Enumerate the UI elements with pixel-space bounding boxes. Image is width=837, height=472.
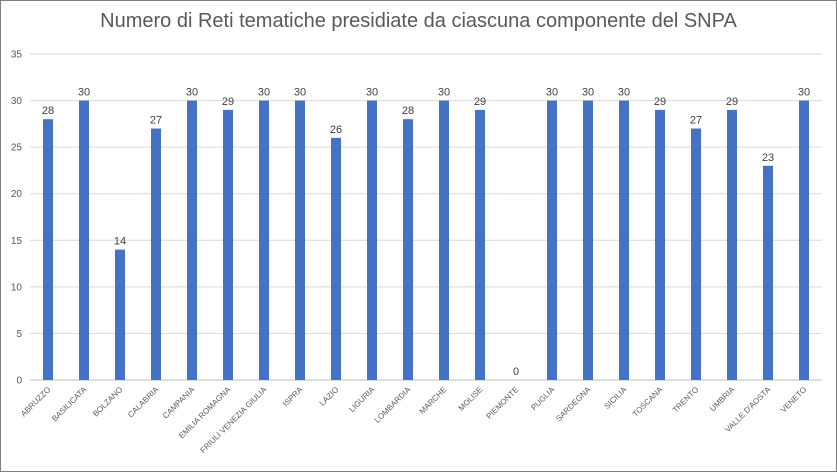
data-label: 28 (42, 105, 54, 117)
x-tick-label: CALABRIA (126, 385, 161, 420)
data-label: 30 (618, 87, 630, 99)
bar (475, 110, 485, 380)
x-tick-label: ABRUZZO (19, 385, 52, 418)
x-tick-label: LAZIO (318, 385, 341, 408)
data-label: 30 (258, 87, 270, 99)
data-label: 27 (690, 115, 702, 127)
data-label: 29 (654, 96, 666, 108)
bar (763, 166, 773, 380)
x-tick-label: MOLISE (457, 385, 485, 413)
data-label: 30 (78, 87, 90, 99)
bar (79, 101, 89, 380)
bar (43, 119, 53, 380)
bar (223, 110, 233, 380)
x-tick-label: SICILIA (603, 385, 629, 411)
bar (403, 119, 413, 380)
x-tick-label: VENETO (779, 385, 809, 415)
y-tick-label: 10 (11, 282, 23, 293)
y-tick-label: 35 (11, 50, 23, 61)
data-label: 30 (438, 87, 450, 99)
bar (331, 138, 341, 380)
data-label: 30 (366, 87, 378, 99)
data-label: 30 (582, 87, 594, 99)
data-label: 23 (762, 152, 774, 164)
data-label: 28 (402, 105, 414, 117)
x-tick-label: BASILICATA (50, 385, 89, 424)
bar (187, 101, 197, 380)
bar (295, 101, 305, 380)
data-label: 30 (186, 87, 198, 99)
bar (619, 101, 629, 380)
x-tick-label: TOSCANA (631, 385, 665, 419)
x-tick-label: LOMBARDIA (373, 385, 413, 425)
data-label: 26 (330, 124, 342, 136)
x-tick-label: PUGLIA (529, 385, 557, 413)
bar (583, 101, 593, 380)
bar (547, 101, 557, 380)
data-label: 30 (798, 87, 810, 99)
x-tick-label: FRIULI VENEZIA GIULIA (199, 385, 269, 455)
gridlines (30, 54, 822, 380)
data-label: 29 (474, 96, 486, 108)
bar (727, 110, 737, 380)
x-tick-label: SARDEGNA (554, 385, 593, 424)
bar (367, 101, 377, 380)
data-label: 27 (150, 115, 162, 127)
data-label: 14 (114, 236, 126, 248)
x-tick-label: MARCHE (418, 385, 449, 416)
bar (259, 101, 269, 380)
bar (439, 101, 449, 380)
x-tick-label: LIGURIA (347, 385, 376, 414)
x-tick-label: ISPRA (281, 385, 305, 409)
bar (151, 129, 161, 380)
data-label: 29 (222, 96, 234, 108)
bar (655, 110, 665, 380)
x-tick-label: UMBRIA (708, 385, 737, 414)
x-tick-label: BOLZANO (91, 385, 124, 418)
y-axis-ticks: 0 5 10 15 20 25 30 35 (11, 50, 23, 387)
x-tick-label: CAMPANIA (161, 385, 197, 421)
bar (799, 101, 809, 380)
data-label: 29 (726, 96, 738, 108)
x-tick-label: PIEMONTE (485, 385, 521, 421)
y-tick-label: 5 (16, 329, 22, 340)
data-label: 30 (546, 87, 558, 99)
bar (115, 250, 125, 380)
x-tick-label: TRENTO (671, 385, 701, 415)
data-label: 0 (513, 366, 519, 378)
y-tick-label: 25 (11, 143, 23, 154)
bar (691, 129, 701, 380)
y-tick-label: 15 (11, 236, 23, 247)
y-tick-label: 0 (16, 376, 22, 387)
data-label: 30 (294, 87, 306, 99)
y-tick-label: 20 (11, 189, 23, 200)
y-tick-label: 30 (11, 96, 23, 107)
